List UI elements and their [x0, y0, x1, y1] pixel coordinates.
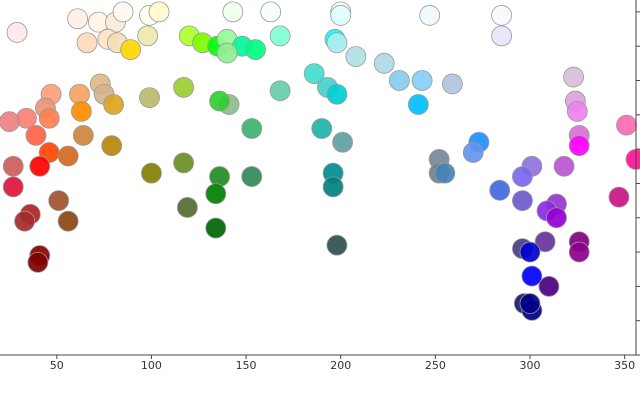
point — [311, 118, 333, 139]
point — [330, 4, 352, 26]
point — [411, 70, 433, 91]
point — [222, 1, 244, 23]
point — [205, 217, 227, 239]
point — [521, 265, 543, 287]
point — [29, 155, 51, 177]
point — [205, 183, 227, 205]
point — [72, 124, 94, 146]
point — [141, 162, 162, 184]
point — [434, 162, 456, 184]
point — [332, 131, 354, 153]
point — [441, 73, 463, 95]
point — [491, 25, 513, 47]
point — [512, 190, 533, 211]
point — [14, 210, 36, 232]
point — [566, 100, 588, 122]
point — [173, 152, 195, 174]
point — [2, 155, 24, 177]
point — [57, 145, 79, 167]
point — [260, 1, 282, 23]
point — [112, 1, 134, 23]
point — [345, 46, 367, 67]
point — [0, 111, 20, 133]
point — [388, 70, 410, 91]
point — [326, 234, 348, 256]
point — [491, 4, 513, 26]
point — [326, 83, 348, 105]
point — [209, 166, 230, 187]
point — [137, 25, 159, 47]
point — [48, 190, 70, 211]
point — [563, 66, 584, 88]
point — [538, 275, 560, 297]
point — [269, 25, 291, 47]
point — [57, 210, 79, 232]
point — [616, 114, 637, 136]
point — [6, 22, 28, 43]
point — [245, 39, 266, 61]
point — [38, 107, 60, 129]
point — [407, 94, 429, 115]
point — [148, 1, 170, 23]
point — [303, 63, 325, 85]
point — [419, 4, 441, 26]
point — [326, 32, 348, 54]
point — [16, 107, 37, 129]
point — [608, 186, 630, 208]
point — [534, 231, 556, 253]
point — [322, 176, 344, 198]
point — [462, 142, 484, 163]
point — [25, 124, 47, 146]
point — [27, 251, 49, 273]
point — [103, 94, 124, 115]
x-tick-label: 100 — [141, 359, 162, 372]
point — [216, 42, 238, 64]
point — [519, 293, 541, 314]
x-tick-label: 350 — [614, 359, 635, 372]
point — [173, 76, 195, 98]
point — [209, 90, 230, 112]
point — [139, 87, 160, 109]
x-tick-label: 300 — [520, 359, 541, 372]
point — [2, 176, 24, 198]
point — [241, 166, 263, 187]
point — [269, 80, 291, 102]
point — [76, 32, 98, 54]
point — [70, 100, 92, 122]
point — [489, 179, 511, 201]
x-tick-label: 250 — [425, 359, 446, 372]
point — [519, 241, 541, 263]
x-tick-label: 150 — [236, 359, 257, 372]
point — [568, 241, 590, 263]
point — [512, 166, 533, 187]
point — [241, 118, 263, 139]
x-tick-label: 200 — [330, 359, 351, 372]
point — [67, 8, 89, 30]
point — [101, 135, 123, 157]
point — [176, 197, 198, 218]
point — [553, 155, 575, 177]
point — [568, 135, 590, 157]
point — [546, 207, 567, 229]
x-tick-label: 50 — [50, 359, 64, 372]
point — [625, 149, 640, 170]
point — [373, 52, 395, 74]
point — [120, 39, 142, 61]
